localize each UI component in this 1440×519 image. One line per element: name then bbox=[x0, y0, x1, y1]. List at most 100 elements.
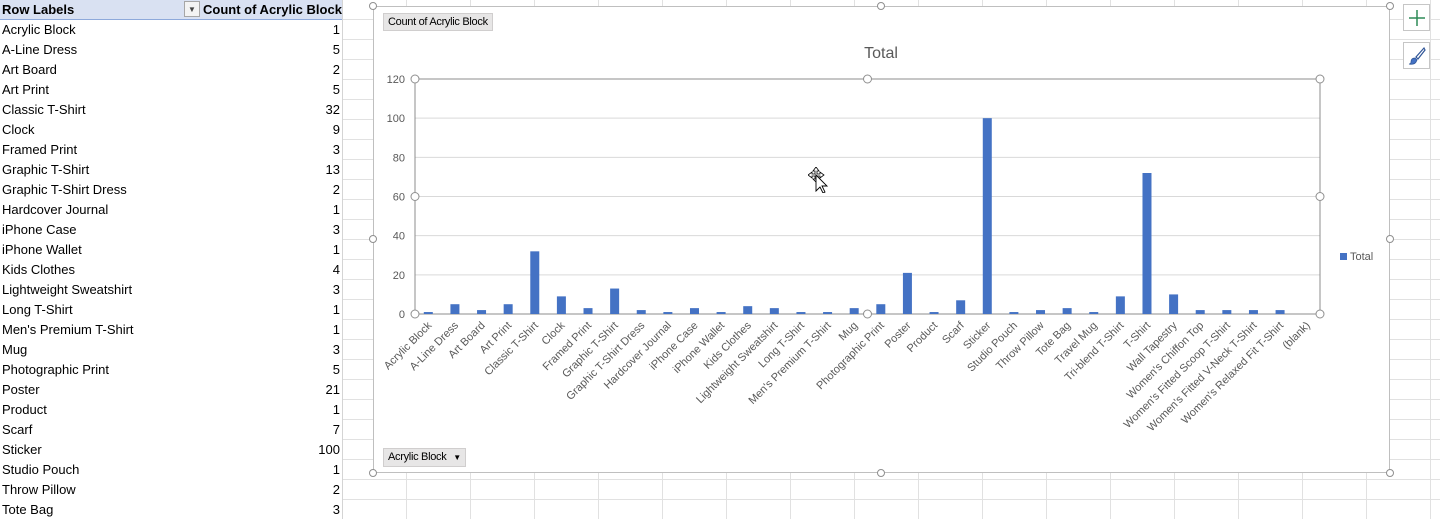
pivot-row[interactable]: A-Line Dress 5 bbox=[0, 40, 342, 60]
pivot-row-value[interactable]: 32 bbox=[325, 102, 340, 117]
value-field-button[interactable]: Count of Acrylic Block bbox=[383, 13, 493, 31]
bar[interactable] bbox=[450, 304, 460, 314]
pivot-row-value[interactable]: 1 bbox=[332, 202, 340, 217]
pivot-row-value[interactable]: 1 bbox=[332, 322, 340, 337]
bar[interactable] bbox=[689, 308, 699, 314]
bar[interactable] bbox=[1036, 310, 1046, 314]
pivot-row-value[interactable]: 5 bbox=[332, 362, 340, 377]
pivot-row[interactable]: Mug 3 bbox=[0, 340, 342, 360]
bar[interactable] bbox=[1195, 310, 1205, 314]
bar[interactable] bbox=[610, 288, 620, 314]
pivot-row-label[interactable]: Kids Clothes bbox=[2, 262, 75, 277]
pivot-row-value[interactable]: 2 bbox=[332, 482, 340, 497]
bar[interactable] bbox=[423, 312, 433, 314]
pivot-row[interactable]: Scarf 7 bbox=[0, 420, 342, 440]
chart-resize-handle-tc[interactable] bbox=[877, 2, 885, 10]
chart-resize-handle-tr[interactable] bbox=[1386, 2, 1394, 10]
plot-area-handle[interactable] bbox=[1315, 74, 1325, 84]
pivot-row-label[interactable]: Long T-Shirt bbox=[2, 302, 73, 317]
pivot-row-label[interactable]: Photographic Print bbox=[2, 362, 109, 377]
bar[interactable] bbox=[503, 304, 513, 314]
pivot-row-label[interactable]: Throw Pillow bbox=[2, 482, 76, 497]
pivot-row[interactable]: Art Print 5 bbox=[0, 80, 342, 100]
pivot-row[interactable]: Hardcover Journal 1 bbox=[0, 200, 342, 220]
pivot-row-label[interactable]: Poster bbox=[2, 382, 40, 397]
bar[interactable] bbox=[1089, 312, 1099, 314]
pivot-row-value[interactable]: 5 bbox=[332, 82, 340, 97]
pivot-row[interactable]: Graphic T-Shirt 13 bbox=[0, 160, 342, 180]
pivot-row[interactable]: Poster 21 bbox=[0, 380, 342, 400]
pivot-row-value[interactable]: 4 bbox=[332, 262, 340, 277]
pivot-row-label[interactable]: Framed Print bbox=[2, 142, 78, 157]
pivot-row-label[interactable]: Product bbox=[2, 402, 47, 417]
legend-label[interactable]: Total bbox=[1350, 251, 1373, 263]
pivot-row-value[interactable]: 1 bbox=[332, 302, 340, 317]
pivot-row[interactable]: Throw Pillow 2 bbox=[0, 480, 342, 500]
pivot-row[interactable]: Classic T-Shirt 32 bbox=[0, 100, 342, 120]
bar[interactable] bbox=[1275, 310, 1285, 314]
pivot-row-label[interactable]: Clock bbox=[2, 122, 35, 137]
bar[interactable] bbox=[530, 251, 540, 314]
plot-area-handle[interactable] bbox=[410, 74, 420, 84]
plot-area-handle[interactable] bbox=[1315, 309, 1325, 319]
bar[interactable] bbox=[1009, 312, 1019, 314]
bar[interactable] bbox=[929, 312, 939, 314]
pivot-row-value[interactable]: 2 bbox=[332, 62, 340, 77]
chart-resize-handle-br[interactable] bbox=[1386, 469, 1394, 477]
pivot-row-label[interactable]: iPhone Case bbox=[2, 222, 77, 237]
bar[interactable] bbox=[876, 304, 886, 314]
bar[interactable] bbox=[477, 310, 487, 314]
pivot-row-label[interactable]: iPhone Wallet bbox=[2, 242, 82, 257]
pivot-row-value[interactable]: 3 bbox=[332, 142, 340, 157]
pivot-row-value[interactable]: 7 bbox=[332, 422, 340, 437]
pivot-row-value[interactable]: 3 bbox=[332, 222, 340, 237]
chart-resize-handle-bc[interactable] bbox=[877, 469, 885, 477]
pivot-row[interactable]: Studio Pouch 1 bbox=[0, 460, 342, 480]
pivot-row-label[interactable]: Sticker bbox=[2, 442, 42, 457]
chart-title[interactable]: Total bbox=[864, 45, 898, 62]
pivot-row-label[interactable]: Lightweight Sweatshirt bbox=[2, 282, 133, 297]
bar[interactable] bbox=[849, 308, 859, 314]
bar[interactable] bbox=[743, 306, 753, 314]
pivot-row-label[interactable]: Graphic T-Shirt bbox=[2, 162, 90, 177]
pivot-row[interactable]: Art Board 2 bbox=[0, 60, 342, 80]
bar[interactable] bbox=[769, 308, 779, 314]
chart-styles-button[interactable] bbox=[1403, 42, 1430, 69]
pivot-row-value[interactable]: 1 bbox=[332, 402, 340, 417]
pivot-row[interactable]: Framed Print 3 bbox=[0, 140, 342, 160]
plot-area-handle[interactable] bbox=[410, 192, 420, 201]
pivot-row-value[interactable]: 5 bbox=[332, 42, 340, 57]
pivot-row-label[interactable]: Classic T-Shirt bbox=[2, 102, 86, 117]
bar[interactable] bbox=[796, 312, 806, 314]
plot-area-handle[interactable] bbox=[1315, 192, 1325, 201]
pivot-row-label[interactable]: Men's Premium T-Shirt bbox=[2, 322, 134, 337]
chart-resize-handle-mr[interactable] bbox=[1386, 235, 1394, 243]
pivot-chart[interactable]: Total 0 20 40 60 80 100 120 Acrylic Block A-Line … bbox=[373, 6, 1390, 473]
bar[interactable] bbox=[956, 300, 966, 314]
pivot-row-value[interactable]: 2 bbox=[332, 182, 340, 197]
chart-elements-button[interactable] bbox=[1403, 4, 1430, 31]
pivot-row[interactable]: Clock 9 bbox=[0, 120, 342, 140]
pivot-row[interactable]: Long T-Shirt 1 bbox=[0, 300, 342, 320]
chart-resize-handle-bl[interactable] bbox=[369, 469, 377, 477]
bar[interactable] bbox=[1222, 310, 1232, 314]
bar[interactable] bbox=[1062, 308, 1072, 314]
pivot-row-label[interactable]: Acrylic Block bbox=[2, 22, 76, 37]
plot-area-handle[interactable] bbox=[863, 74, 872, 84]
pivot-row-label[interactable]: Scarf bbox=[2, 422, 33, 437]
pivot-row-value[interactable]: 3 bbox=[332, 502, 340, 517]
plot-area-handle[interactable] bbox=[410, 309, 420, 319]
pivot-row-label[interactable]: Hardcover Journal bbox=[2, 202, 109, 217]
bar[interactable] bbox=[823, 312, 833, 314]
pivot-row-value[interactable]: 13 bbox=[325, 162, 340, 177]
axis-field-button[interactable]: Acrylic Block ▼ bbox=[383, 448, 466, 467]
pivot-table[interactable]: Row Labels ▼ Count of Acrylic Block Acry… bbox=[0, 0, 343, 519]
pivot-row[interactable]: Lightweight Sweatshirt 3 bbox=[0, 280, 342, 300]
pivot-row-label[interactable]: Studio Pouch bbox=[2, 462, 80, 477]
row-labels-filter-button[interactable]: ▼ bbox=[184, 1, 200, 17]
pivot-row-label[interactable]: Tote Bag bbox=[2, 502, 54, 517]
pivot-row[interactable]: Product 1 bbox=[0, 400, 342, 420]
chart-resize-handle-tl[interactable] bbox=[369, 2, 377, 10]
pivot-row-value[interactable]: 100 bbox=[318, 442, 340, 457]
pivot-row-label[interactable]: Art Print bbox=[2, 82, 49, 97]
